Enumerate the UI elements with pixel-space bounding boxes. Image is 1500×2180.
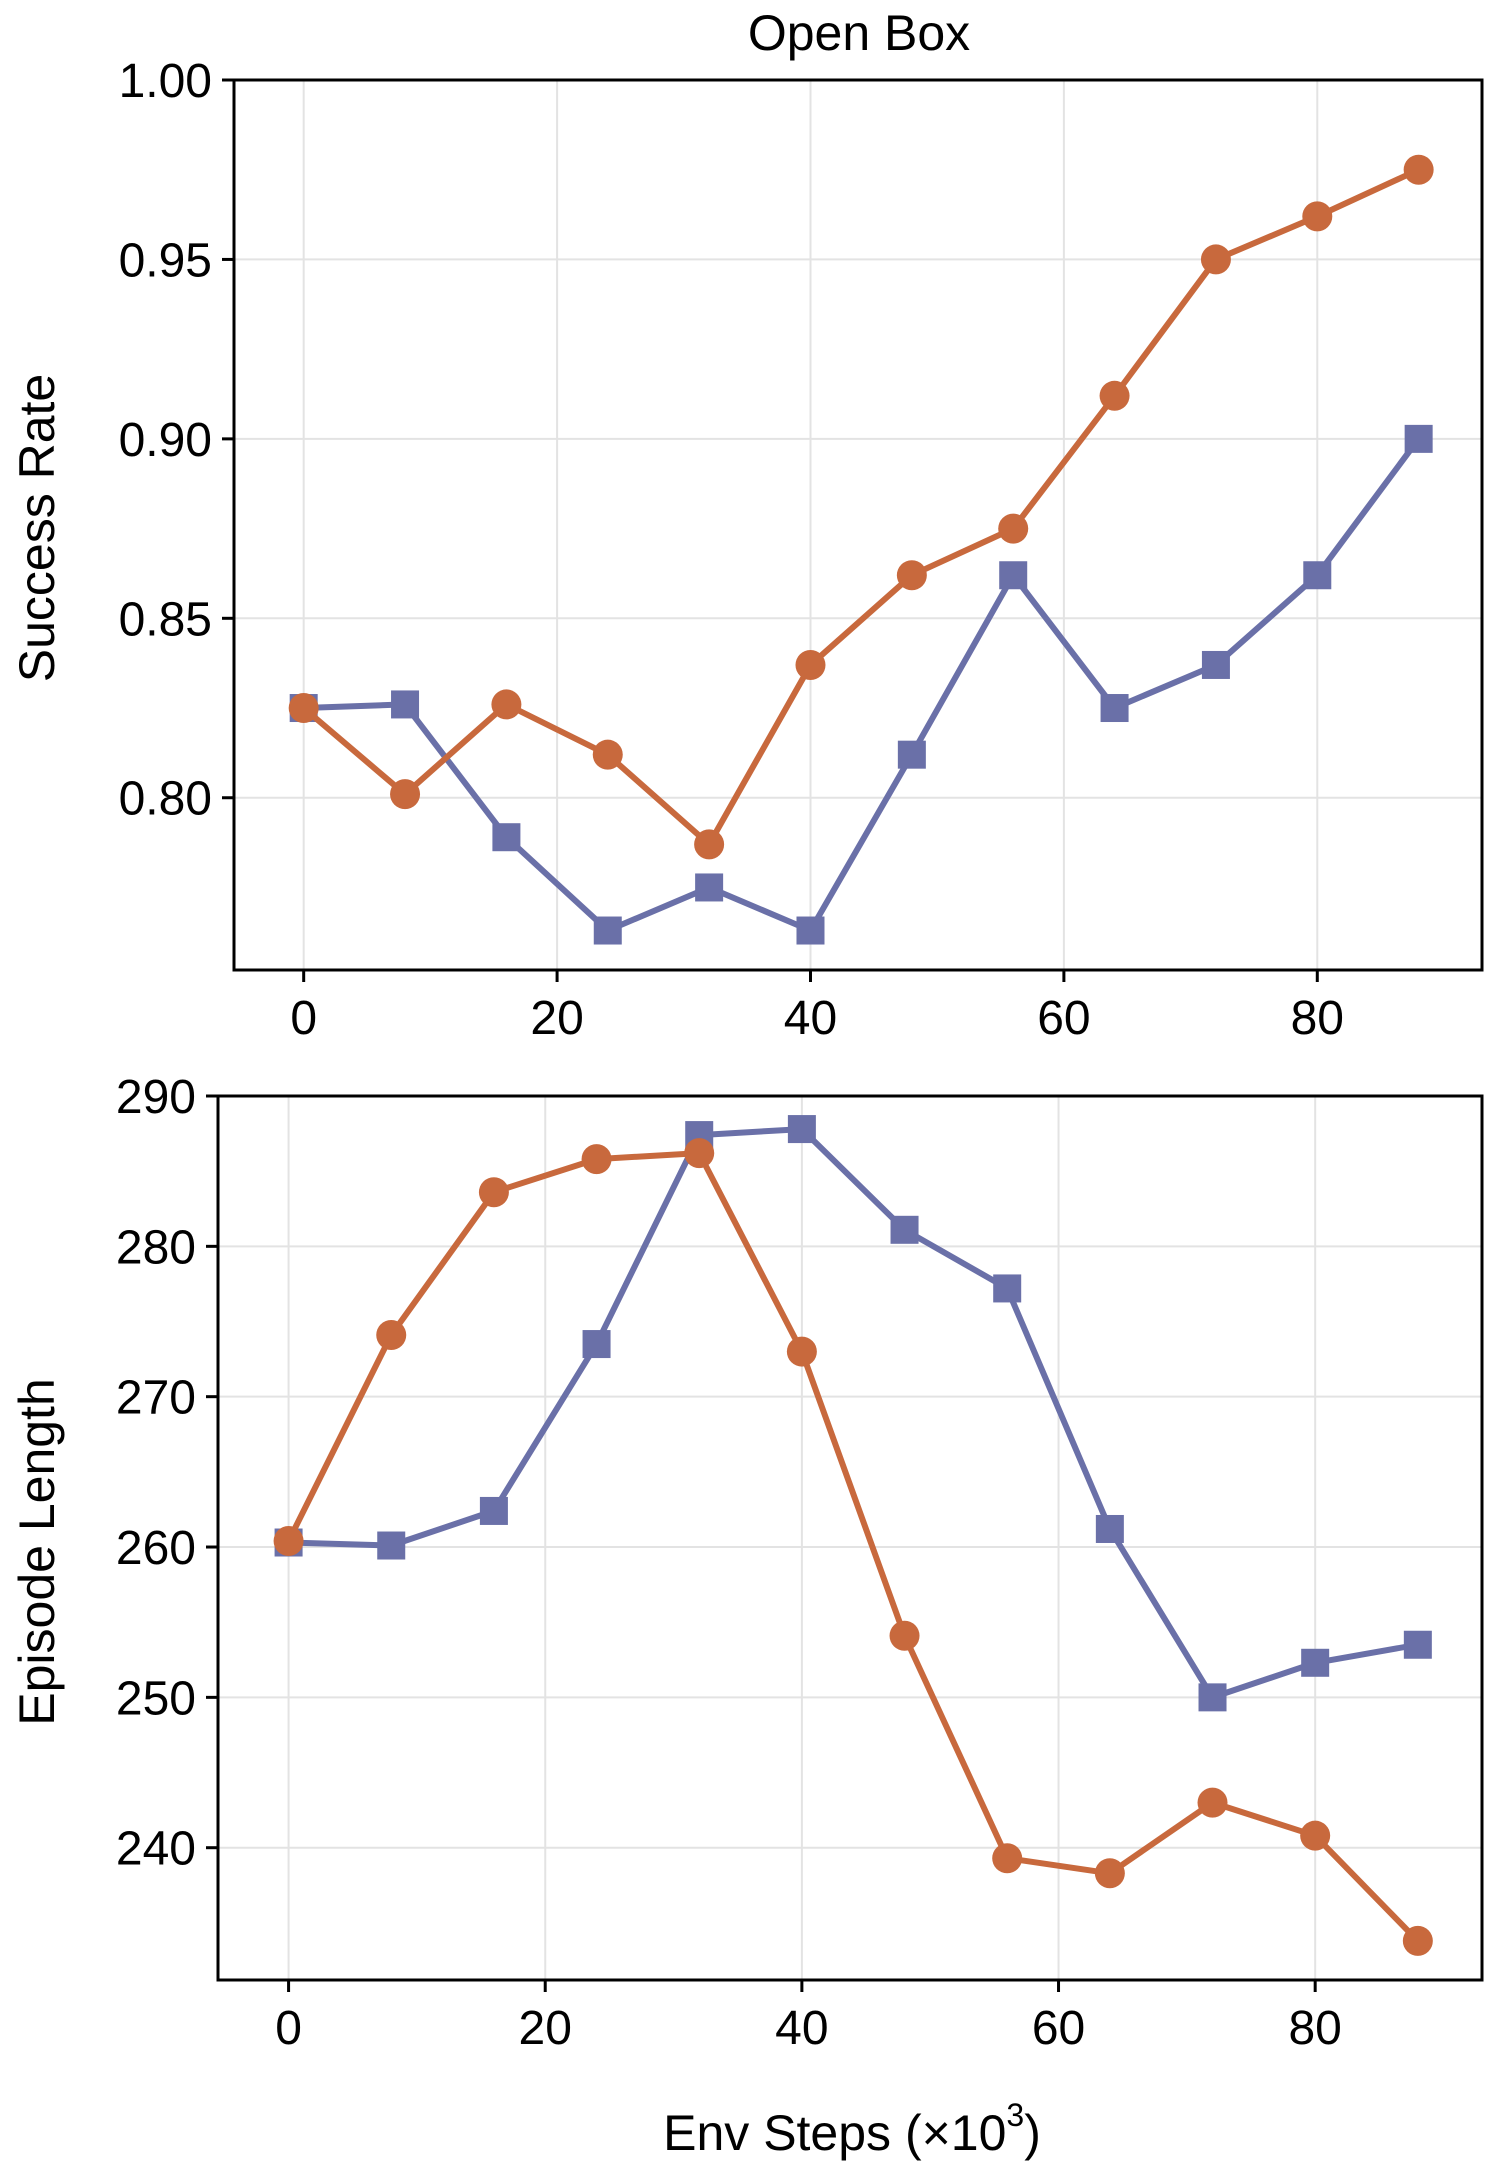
blue-series-point (999, 561, 1028, 590)
orange-series-point (581, 1144, 612, 1175)
blue-series-point (479, 1496, 508, 1525)
y-tick-label: 250 (116, 1672, 196, 1725)
x-tick-label: 0 (275, 2002, 302, 2055)
blue-series-point (695, 873, 724, 902)
x-axis-title-main: Env Steps (×10 (663, 2105, 1006, 2161)
success-rate-panel: Open Box 0 20 40 60 80 0.80 0.85 0.90 0.95 1.00 S… (9, 5, 1484, 1045)
x-axis-title-exponent: 3 (1006, 2097, 1024, 2133)
y-tick-label: 260 (116, 1522, 196, 1575)
x-tick-label: 0 (290, 992, 317, 1045)
blue-series-point (492, 823, 521, 852)
orange-series-point (795, 649, 826, 680)
blue-series-point (1403, 1630, 1432, 1659)
blue-series-point (1095, 1514, 1124, 1543)
orange-series-point (998, 513, 1029, 544)
y-tick-label: 280 (116, 1221, 196, 1274)
orange-series-point (491, 689, 522, 720)
blue-series-line (303, 437, 1422, 934)
orange-series-point (694, 829, 725, 860)
orange-series-point (896, 560, 927, 591)
orange-series-point (390, 779, 421, 810)
orange-series-point (1300, 1820, 1331, 1851)
orange-series-point (478, 1177, 509, 1208)
x-tick-label: 20 (530, 992, 583, 1045)
x-tick-label: 40 (784, 992, 837, 1045)
orange-series-point (992, 1843, 1023, 1874)
blue-series-line (288, 1126, 1419, 1701)
blue-series-point (1201, 650, 1230, 679)
y-tick-label: 0.90 (119, 414, 212, 467)
chart-title: Open Box (748, 5, 970, 61)
y-tick-label: 290 (116, 1071, 196, 1124)
orange-series-point (786, 1336, 817, 1367)
y-tick-label: 1.00 (119, 55, 212, 108)
orange-series-point (1402, 1925, 1433, 1956)
y-axis-title: Episode Length (9, 1378, 65, 1726)
orange-series-line (285, 1150, 1420, 1943)
orange-series-point (1197, 1787, 1228, 1818)
x-tick-label: 80 (1291, 992, 1344, 1045)
y-tick-label: 270 (116, 1372, 196, 1425)
blue-series-point (897, 740, 926, 769)
orange-series-point (376, 1320, 407, 1351)
x-axis-title-close: ) (1024, 2105, 1041, 2161)
y-tick-label: 0.80 (119, 773, 212, 826)
blue-series-point (890, 1215, 919, 1244)
orange-series-point (1403, 154, 1434, 185)
orange-series-point (1302, 201, 1333, 232)
x-tick-label: 60 (1037, 992, 1090, 1045)
blue-series-point (593, 916, 622, 945)
orange-series-point (889, 1620, 920, 1651)
y-tick-label: 0.95 (119, 234, 212, 287)
series-group (288, 154, 1434, 945)
orange-series-point (1094, 1858, 1125, 1889)
x-tick-label: 60 (1032, 2002, 1085, 2055)
plot-frame (216, 1094, 1484, 1982)
series-group (273, 1115, 1433, 1956)
blue-series-point (1303, 561, 1332, 590)
blue-series-point (796, 916, 825, 945)
x-tick-label: 40 (775, 2002, 828, 2055)
orange-series-point (273, 1526, 304, 1557)
orange-series-point (288, 693, 319, 724)
tick-group: 0 20 40 60 80 0.80 0.85 0.90 0.95 1.00 (119, 55, 1344, 1045)
blue-series-point (787, 1115, 816, 1144)
orange-series-point (592, 739, 623, 770)
orange-series-point (1099, 380, 1130, 411)
episode-length-panel: 0 20 40 60 80 240 250 260 270 280 290 Episode Leng… (9, 1071, 1484, 2055)
x-axis-title: Env Steps (×103) (663, 2097, 1041, 2161)
y-tick-label: 0.85 (119, 593, 212, 646)
blue-series-point (377, 1531, 406, 1560)
blue-series-point (1301, 1648, 1330, 1677)
blue-series-point (993, 1274, 1022, 1303)
orange-series-point (684, 1138, 715, 1169)
orange-series-point (1200, 244, 1231, 275)
tick-group: 0 20 40 60 80 240 250 260 270 280 290 (116, 1071, 1342, 2055)
blue-series-point (391, 690, 420, 719)
blue-series-point (1198, 1683, 1227, 1712)
grid (234, 79, 1482, 970)
blue-series-point (582, 1330, 611, 1359)
plot-frame (232, 78, 1484, 972)
x-tick-label: 80 (1288, 2002, 1341, 2055)
x-tick-label: 20 (519, 2002, 572, 2055)
y-axis-title: Success Rate (9, 374, 65, 682)
y-tick-label: 240 (116, 1823, 196, 1876)
orange-series-line (301, 166, 1420, 848)
blue-series-point (1404, 424, 1433, 453)
blue-series-point (1100, 694, 1129, 723)
